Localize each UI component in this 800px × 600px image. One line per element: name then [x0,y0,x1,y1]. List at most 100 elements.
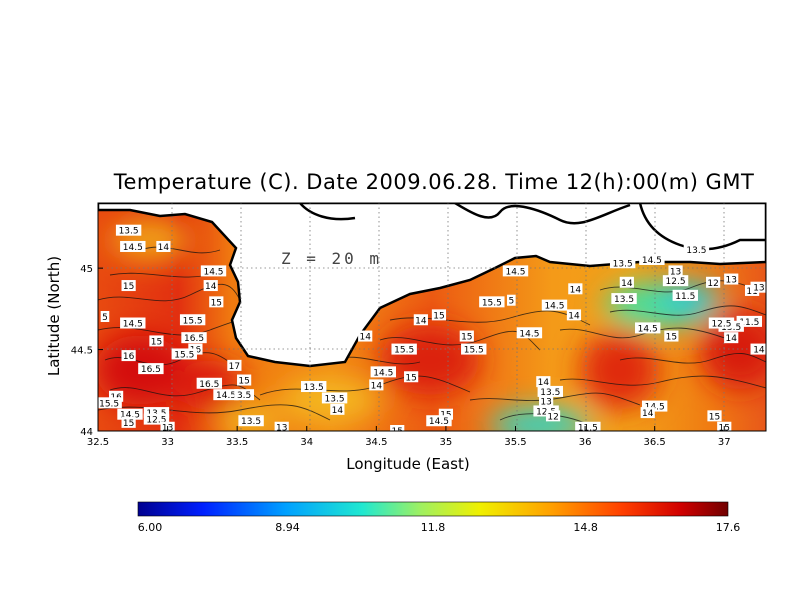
isotherm-label-text: 13 [725,276,736,286]
isotherm-label: 13.5 [683,244,710,256]
isotherm-label: 14 [568,283,583,295]
isotherm-label: 14 [536,376,551,388]
isotherm-label-text: 14.5 [373,368,393,378]
isotherm-label-text: 15 [405,373,416,383]
isotherm-label-text: 15 [238,377,249,387]
isotherm-label: 14.5 [541,299,568,312]
isotherm-label: 15 [237,374,252,387]
colorbar-label: 17.6 [716,521,741,534]
y-axis-label: Latitude (North) [45,256,63,376]
isotherm-label: 13.5 [238,415,264,427]
isotherm-label-text: 15 [151,337,162,347]
isotherm-label: 11.5 [575,421,601,431]
isotherm-label-text: 13.5 [753,284,773,294]
isotherm-label: 15 [149,335,164,347]
isotherm-labels: 13.514.51414.5151415514.515.51516.51615.… [98,224,787,431]
isotherm-label: 14 [369,379,384,391]
isotherm-label: 14.5 [502,265,529,277]
isotherm-label: 17 [227,359,242,372]
isotherm-label-text: 14 [332,406,344,416]
isotherm-label-text: 16.5 [184,334,204,344]
isotherm-label: 15 [459,330,474,343]
isotherm-label-text: 15.5 [99,399,119,409]
isotherm-label-text: 15 [774,346,785,356]
isotherm-label-text: 15 [709,412,720,422]
isotherm-label-text: 14.5 [519,329,539,339]
isotherm-label-text: 14.5 [505,267,525,277]
plot-title: Temperature (C). Date 2009.06.28. Time 1… [113,170,755,194]
isotherm-label-text: 13.5 [540,388,560,398]
isotherm-label: 13 [539,395,554,408]
isotherm-label: 14.5 [750,343,766,356]
colorbar-labels: 6.00 8.94 11.8 14.8 17.6 [138,521,741,534]
isotherm-label: 16 [121,350,136,362]
isotherm-label-text: 14 [359,333,371,343]
colorbar-label: 11.8 [421,521,446,534]
isotherm-label: 15 [664,330,679,343]
isotherm-label-text: 14.5 [638,324,658,334]
isotherm-label-text: 14.5 [123,320,143,330]
isotherm-label-text: 15.5 [183,316,203,326]
x-tick-label: 36.5 [644,437,666,448]
isotherm-label: 15 [773,344,787,356]
isotherm-label-text: 14 [570,285,582,295]
isotherm-label-text: 14 [205,282,217,292]
isotherm-label-text: 14.5 [642,256,662,266]
isotherm-label-text: 13 [540,398,551,408]
isotherm-label: 14 [724,332,739,344]
x-tick-label: 35.5 [504,437,526,448]
isotherm-label-text: 13.5 [614,295,634,305]
x-tick-label: 35 [440,437,453,448]
isotherm-label: 14 [156,240,171,253]
isotherm-label: 14 [619,276,634,289]
isotherm-label-text: 12.5 [711,320,731,330]
isotherm-label-text: 15 [666,333,677,343]
isotherm-label-text: 11.5 [675,292,695,302]
isotherm-label: 3.5 [234,389,255,401]
isotherm-label-text: 16 [123,352,135,362]
isotherm-label-text: 14.5 [203,267,223,277]
isotherm-label: 12 [706,276,721,289]
isotherm-label-text: 13.5 [304,383,324,393]
isotherm-label: 13 [724,273,739,286]
isotherm-label: 14 [413,314,428,326]
isotherm-label: 15 [390,425,405,431]
isotherm-label: 14 [358,330,373,343]
x-tick-label: 34.5 [365,437,387,448]
isotherm-label-text: 12 [707,279,718,289]
isotherm-label: 16.5 [138,363,164,375]
isotherm-label: 14.5 [200,265,227,277]
isotherm-label: 15 [707,410,722,422]
isotherm-label: 15 [121,280,136,292]
isotherm-label-text: 13 [670,267,681,277]
isotherm-label-text: 3.5 [237,391,251,401]
isotherm-label-text: 14 [725,334,737,344]
isotherm-label: 12.5 [708,317,735,330]
colorbar-label: 6.00 [138,521,163,534]
isotherm-label: 13.5 [321,392,348,404]
isotherm-label-text: 13.5 [241,417,261,427]
isotherm-label-text: 14.5 [120,411,140,421]
x-tick-label: 33 [161,437,174,448]
isotherm-label-text: 17 [229,362,240,372]
isotherm-label-text: 15 [433,311,444,321]
colorbar [137,501,729,517]
colorbar-label: 8.94 [275,521,300,534]
isotherm-label: 5 [100,311,110,323]
isotherm-label: 12.5 [143,413,170,426]
isotherm-label: 13 [668,265,683,277]
isotherm-label: 5 [507,294,516,307]
isotherm-label: 14.5 [120,240,146,253]
isotherm-label: 15 [431,309,447,321]
isotherm-label: 14.5 [635,322,661,334]
isotherm-label-text: 14 [538,378,550,388]
coastline [299,203,766,251]
x-axis-ticks: 32.5 33 33.5 34 34.5 35 35.5 36 36.5 37 [87,426,731,448]
isotherm-label-text: 11.5 [739,318,759,328]
colorbar-label: 14.8 [573,521,598,534]
isotherm-label-text: 16.5 [199,380,219,390]
isotherm-label-text: 14.5 [216,391,236,401]
x-tick-label: 37 [718,437,731,448]
isotherm-label: 11.5 [672,289,698,302]
isotherm-label-text: 13.5 [613,259,633,269]
